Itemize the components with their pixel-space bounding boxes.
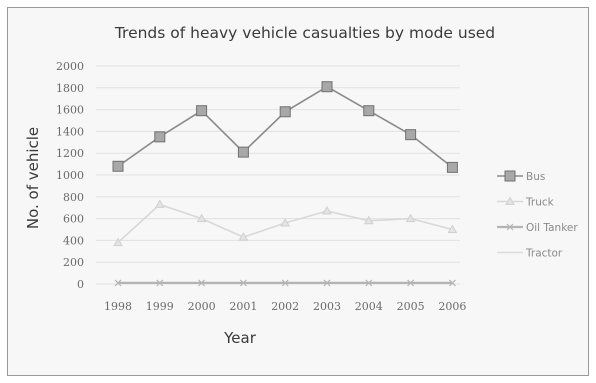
data-point-bus	[112, 160, 124, 172]
data-point-truck	[280, 217, 291, 227]
data-point-truck	[405, 213, 416, 223]
gridlines	[96, 65, 460, 285]
data-point-oil-tanker	[114, 279, 122, 287]
chart-frame	[7, 7, 589, 376]
legend: Bus Truck Oil Tanker Tractor	[497, 170, 578, 260]
data-point-bus	[363, 105, 375, 117]
y-tick-label: 1600	[56, 104, 84, 117]
y-tick-label: 600	[63, 213, 84, 226]
data-point-oil-tanker	[448, 279, 456, 287]
legend-label-truck: Truck	[525, 197, 555, 209]
y-tick-label: 200	[63, 256, 84, 269]
y-axis-label: No. of vehicle	[24, 127, 42, 229]
x-tick-label: 2002	[271, 300, 299, 313]
data-point-oil-tanker	[198, 279, 206, 287]
y-tick-label: 1200	[56, 147, 84, 160]
data-point-bus	[321, 81, 333, 93]
legend-label-bus: Bus	[526, 171, 545, 183]
legend-marker-bus	[504, 170, 516, 182]
data-point-truck	[154, 199, 165, 208]
y-tick-label: 800	[63, 191, 84, 204]
data-point-truck	[322, 205, 332, 215]
x-tick-label: 2001	[229, 300, 257, 313]
series-line-bus	[117, 85, 453, 169]
data-point-oil-tanker	[407, 279, 415, 287]
x-tick-labels: 1998 1999 2000 2001 2002 2003 2004 2005 2006	[104, 300, 466, 313]
data-point-oil-tanker	[281, 279, 289, 287]
x-tick-label: 2005	[397, 300, 425, 313]
y-tick-labels: 0 200 400 600 800 1000 1200 1400 1600 1800 2000	[56, 60, 84, 291]
x-axis-label: Year	[223, 329, 257, 347]
y-tick-label: 2000	[56, 60, 84, 73]
data-point-oil-tanker	[239, 279, 247, 287]
data-point-truck	[238, 232, 249, 241]
data-point-oil-tanker	[156, 279, 164, 287]
x-tick-label: 2003	[313, 300, 341, 313]
data-point-truck	[363, 215, 374, 225]
y-tick-label: 1800	[56, 82, 84, 95]
y-tick-label: 0	[77, 278, 84, 291]
data-point-oil-tanker	[323, 279, 331, 287]
series-markers	[112, 81, 458, 287]
data-point-truck	[447, 224, 458, 233]
x-tick-label: 2004	[355, 300, 383, 313]
x-tick-label: 2000	[188, 300, 216, 313]
data-point-oil-tanker	[365, 279, 373, 287]
data-point-bus	[446, 161, 458, 173]
y-tick-label: 1400	[56, 125, 84, 138]
data-point-bus	[237, 146, 249, 158]
chart-title: Trends of heavy vehicle casualties by mo…	[114, 24, 495, 42]
legend-marker-truck	[505, 196, 515, 205]
legend-label-tractor: Tractor	[525, 248, 563, 260]
x-tick-label: 1998	[104, 300, 132, 313]
y-tick-label: 400	[63, 234, 84, 247]
data-point-truck	[113, 237, 123, 247]
y-tick-label: 1000	[56, 169, 84, 182]
data-point-bus	[405, 129, 417, 141]
x-tick-label: 2006	[438, 300, 466, 313]
x-tick-label: 1999	[146, 300, 174, 313]
data-point-bus	[196, 105, 208, 117]
legend-label-oil-tanker: Oil Tanker	[526, 222, 578, 234]
data-point-bus	[154, 131, 166, 143]
legend-marker-oil-tanker	[506, 223, 514, 231]
data-point-bus	[279, 106, 291, 118]
data-point-truck	[196, 213, 207, 223]
